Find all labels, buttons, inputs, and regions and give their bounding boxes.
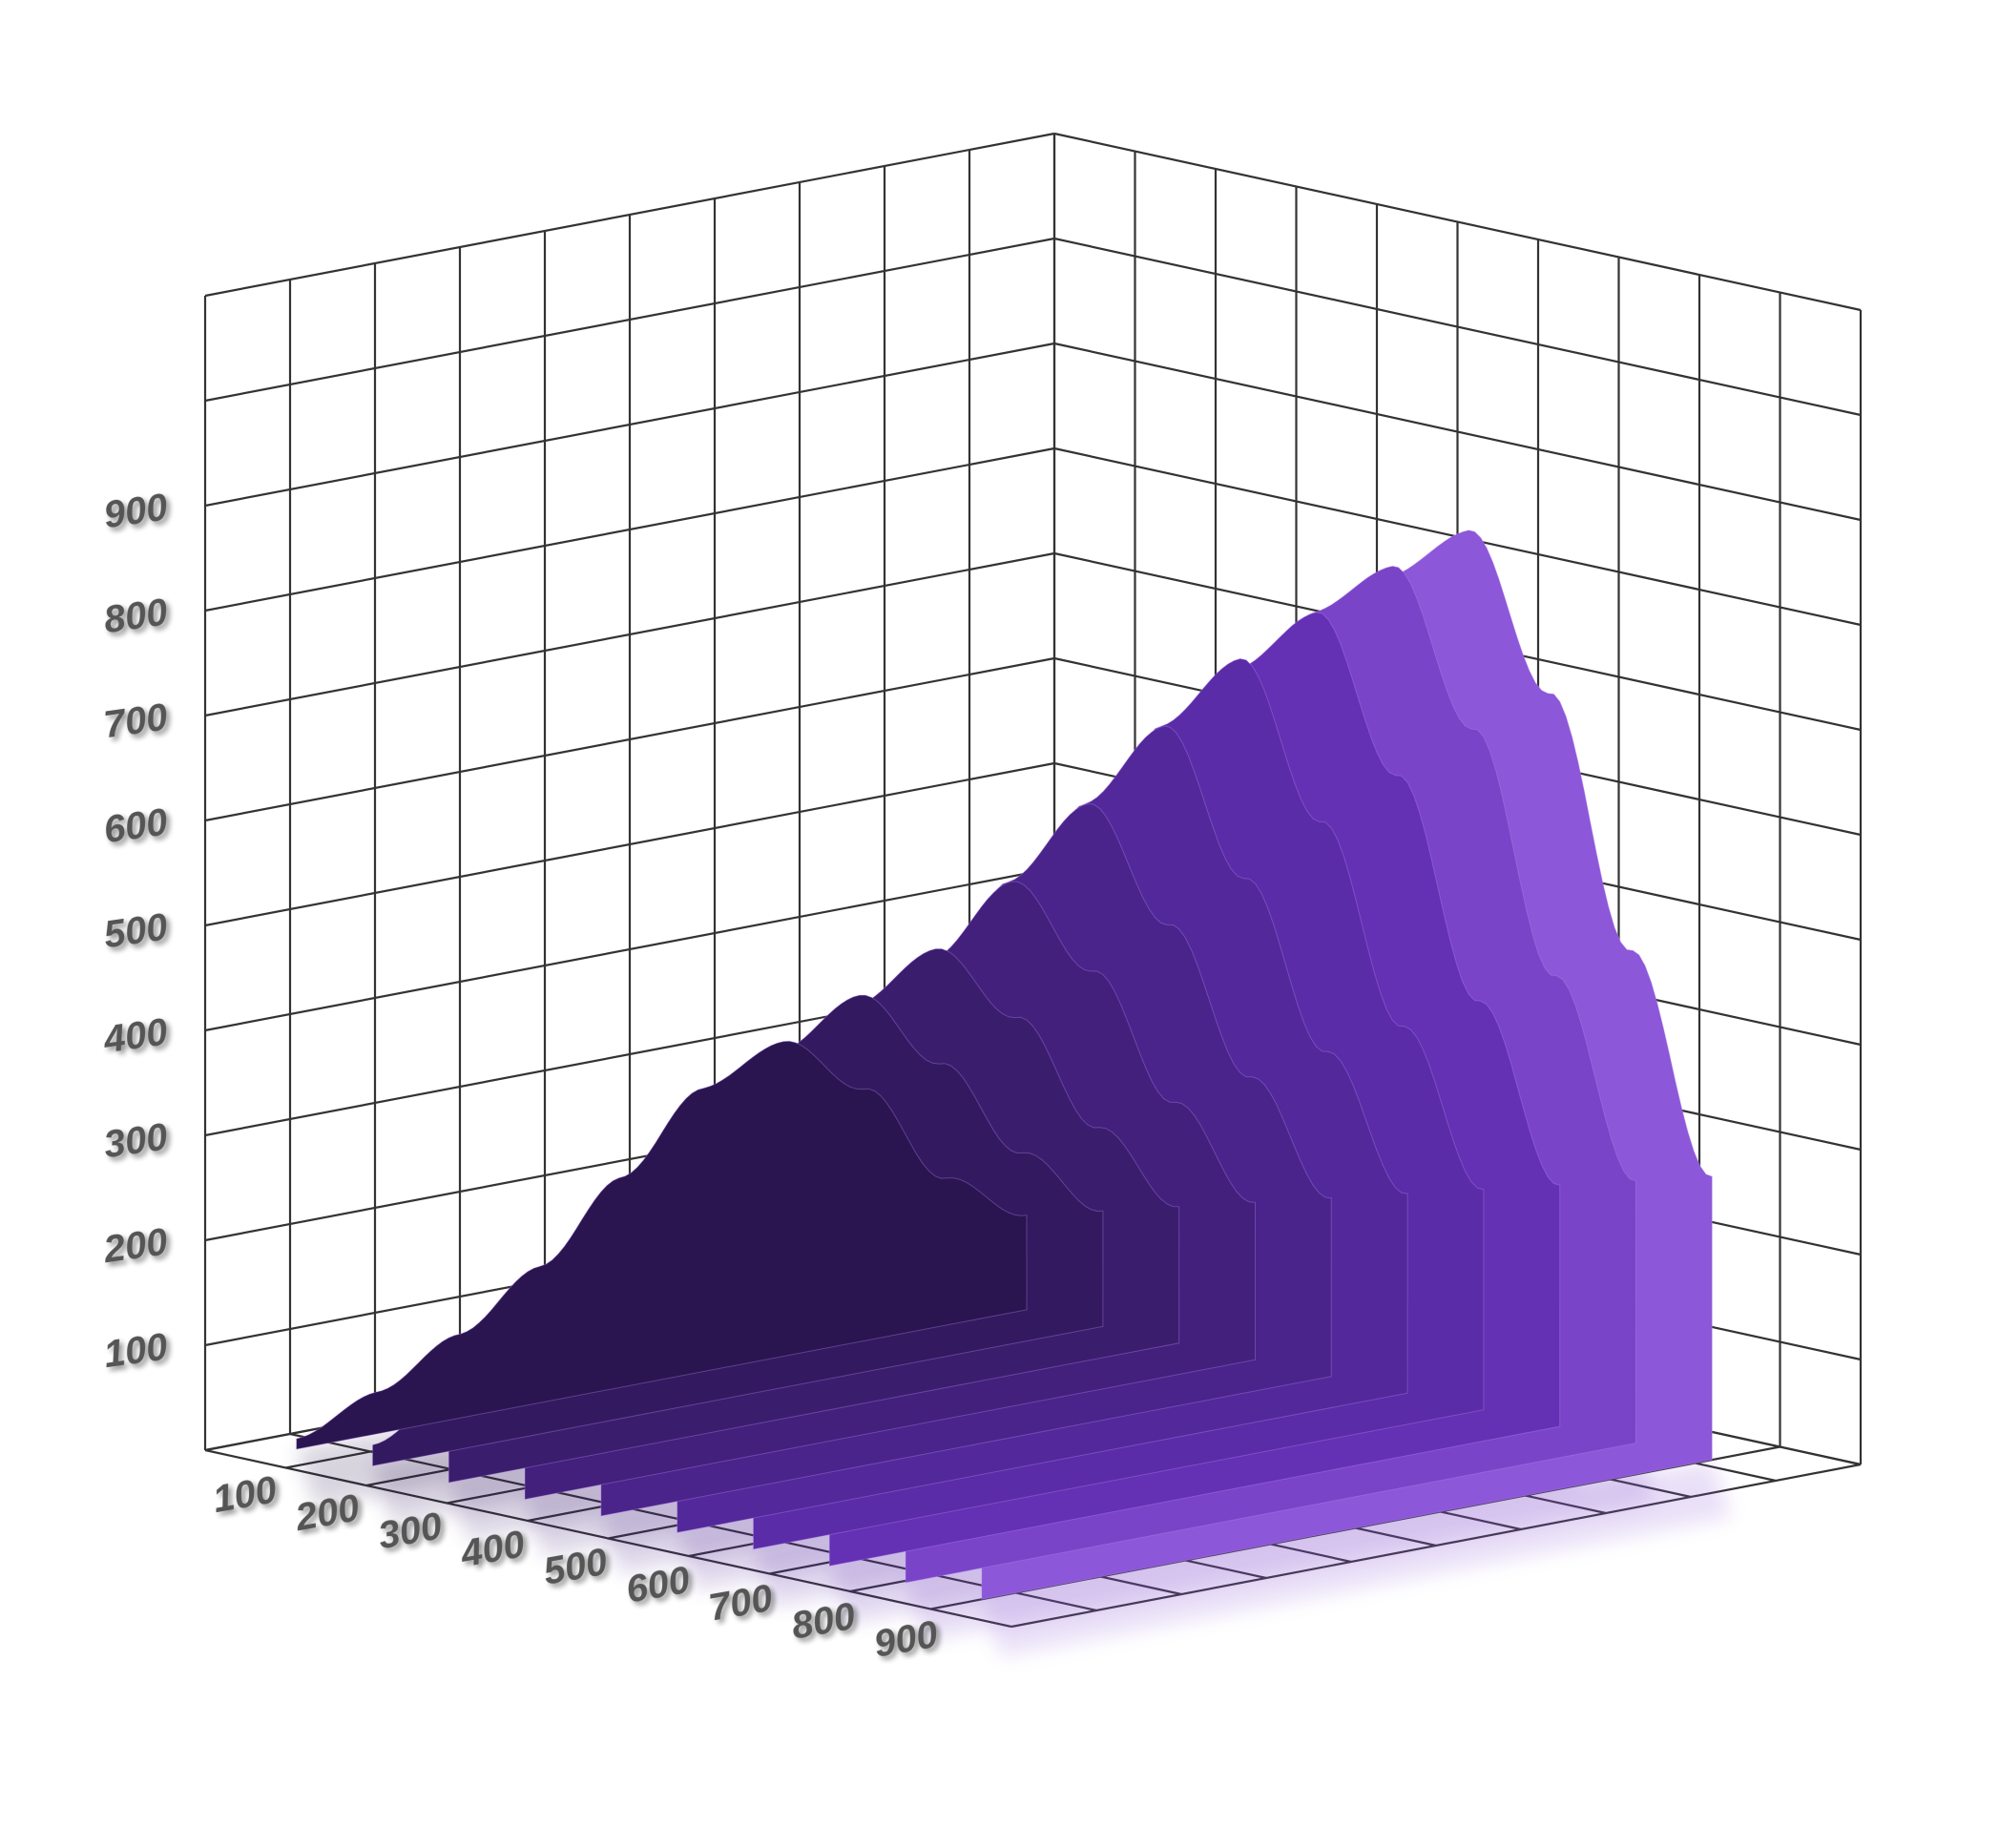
grid-line <box>204 551 1055 717</box>
x-axis-ticks: 100 200 300 400 500 600 700 800 900 <box>210 1468 941 1666</box>
x-tick-label: 200 <box>291 1486 362 1539</box>
z-tick-label: 500 <box>101 905 170 956</box>
x-tick-label: 800 <box>788 1595 858 1648</box>
z-tick-label: 700 <box>101 696 170 746</box>
z-tick-label: 400 <box>100 1010 170 1061</box>
x-tick-label: 300 <box>375 1505 445 1557</box>
grid-line <box>204 237 1055 403</box>
z-tick-label: 600 <box>101 800 170 851</box>
z-axis-ticks: 100 200 300 400 500 600 700 800 900 <box>100 486 170 1376</box>
grid-line <box>204 866 1055 1032</box>
grid-line <box>204 132 1055 298</box>
z-tick-label: 200 <box>100 1220 170 1271</box>
z-tick-label: 800 <box>101 591 170 641</box>
ridge-series-1 <box>296 1040 1028 1450</box>
z-tick-label: 100 <box>101 1325 170 1376</box>
grid-line <box>204 342 1055 508</box>
z-tick-label: 300 <box>101 1115 170 1166</box>
x-tick-label: 900 <box>871 1613 941 1666</box>
grid-line <box>204 446 1055 613</box>
grid-line <box>204 761 1055 927</box>
x-tick-label: 100 <box>210 1468 280 1521</box>
grid-line <box>204 656 1055 822</box>
z-tick-label: 900 <box>101 486 170 536</box>
ridge-series <box>296 529 1713 1600</box>
